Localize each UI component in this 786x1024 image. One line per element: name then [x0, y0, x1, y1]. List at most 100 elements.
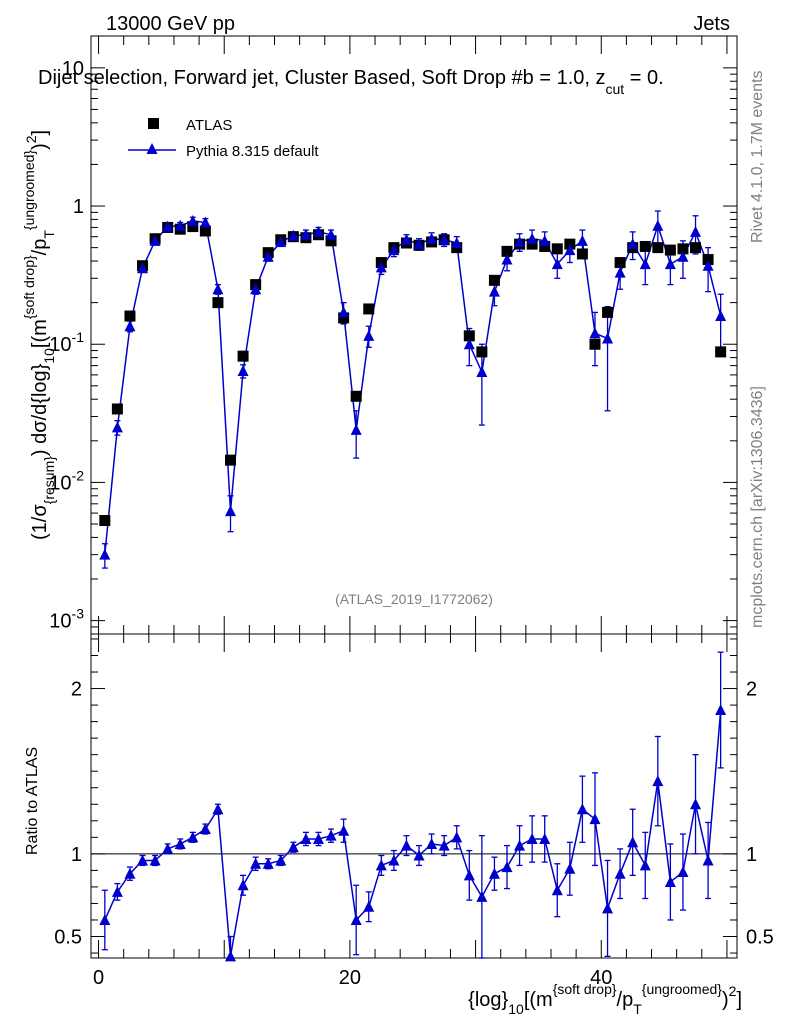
ratio-point	[438, 839, 450, 851]
pythia-error-bars	[101, 210, 724, 569]
ratio-point	[413, 849, 425, 861]
ratio-point	[375, 859, 387, 871]
ratio-point	[124, 867, 136, 879]
pythia-point	[300, 228, 312, 240]
atlas-point	[463, 330, 475, 342]
ylabel-g: /p	[29, 239, 51, 256]
atlas-point	[99, 515, 111, 527]
ratio-point	[501, 861, 513, 873]
ratio-point	[639, 859, 651, 871]
main-y-ticks: 10-3 10-2 10-1 1 10	[49, 58, 737, 635]
ylabel-f: {soft drop}	[21, 255, 37, 319]
ratio-point	[677, 866, 689, 878]
pythia-point	[187, 214, 199, 226]
pythia-point	[526, 232, 538, 244]
xlabel-i: 2	[729, 983, 737, 999]
ylabel-i: {ungroomed}	[21, 150, 37, 231]
ratio-point	[526, 832, 538, 844]
pythia-point	[388, 244, 400, 256]
ratio-point	[463, 869, 475, 881]
ratio-point	[312, 832, 324, 844]
ylabel-e: [(m	[29, 319, 51, 348]
ratio-y-tick-label: 2	[71, 679, 82, 701]
ratio-point	[111, 885, 123, 897]
pythia-point	[237, 365, 249, 377]
atlas-point	[237, 350, 249, 362]
atlas-point	[111, 403, 123, 415]
atlas-point	[602, 306, 614, 318]
xlabel-f: T	[633, 1001, 642, 1017]
ratio-y-tick-label-right: 2	[746, 679, 757, 701]
atlas-point	[363, 303, 375, 315]
ratio-point	[275, 854, 287, 866]
pythia-point	[162, 220, 174, 232]
ylabel-d: 10	[41, 348, 57, 364]
pythia-point	[363, 329, 375, 341]
atlas-markers	[99, 221, 727, 527]
pythia-point	[275, 235, 287, 247]
atlas-point	[639, 240, 651, 252]
title-sub: cut	[606, 81, 625, 97]
pythia-point	[639, 258, 651, 270]
ratio-point	[426, 837, 438, 849]
ratio-point	[225, 950, 237, 962]
pythia-point	[702, 259, 714, 271]
legend-atlas-label: ATLAS	[186, 117, 232, 134]
ratio-point	[174, 837, 186, 849]
pythia-point	[375, 261, 387, 273]
xlabel-a: {log}	[468, 989, 508, 1011]
analysis-id: (ATLAS_2019_I1772062)	[335, 591, 493, 607]
atlas-point	[488, 274, 500, 286]
atlas-point	[199, 225, 211, 237]
legend-pythia-marker	[146, 143, 158, 154]
pythia-point	[262, 250, 274, 262]
legend: ATLAS Pythia 8.315 default	[128, 117, 319, 160]
atlas-point	[677, 243, 689, 255]
ratio-point	[602, 902, 614, 914]
atlas-point	[526, 238, 538, 250]
ratio-y-ticks: 0.5 0.5 1 1 2 2	[54, 638, 774, 954]
ratio-point	[551, 884, 563, 896]
pythia-point	[715, 310, 727, 322]
pythia-point	[400, 233, 412, 245]
pythia-point	[451, 237, 463, 249]
mcplots-label: mcplots.cern.ch [arXiv:1306.3436]	[749, 386, 766, 628]
atlas-point	[702, 254, 714, 266]
ratio-point	[250, 857, 262, 869]
ratio-point	[488, 867, 500, 879]
pythia-point	[124, 320, 136, 332]
ratio-point	[162, 842, 174, 854]
ratio-point	[514, 839, 526, 851]
chart-title: Dijet selection, Forward jet, Cluster Ba…	[38, 67, 664, 97]
ratio-point	[262, 857, 274, 869]
ratio-point	[137, 854, 149, 866]
ratio-x-ticks: 0 20 40	[93, 634, 728, 989]
xlabel-d: {soft drop}	[553, 981, 617, 997]
atlas-point	[664, 244, 676, 256]
atlas-point	[350, 390, 362, 402]
atlas-point	[124, 310, 136, 322]
title-end: = 0.	[624, 67, 663, 89]
ratio-y-tick-label: 1	[71, 844, 82, 866]
ratio-point	[451, 831, 463, 843]
ylabel-c: ) dσ/d{log}	[29, 363, 51, 456]
pythia-point	[99, 548, 111, 560]
atlas-point	[212, 297, 224, 309]
ratio-point	[237, 879, 249, 891]
pythia-point	[564, 244, 576, 256]
ratio-point	[388, 854, 400, 866]
atlas-point	[715, 346, 727, 358]
ratio-point	[300, 832, 312, 844]
ratio-point	[664, 875, 676, 887]
atlas-point	[476, 346, 488, 358]
ratio-point	[287, 841, 299, 853]
ratio-point	[652, 775, 664, 787]
pythia-point	[514, 235, 526, 247]
ratio-point	[212, 803, 224, 815]
ratio-point	[589, 813, 601, 825]
ratio-y-tick-label-right: 1	[746, 844, 757, 866]
atlas-point	[501, 245, 513, 257]
atlas-point	[225, 454, 237, 466]
xlabel-g: {ungroomed}	[642, 981, 723, 997]
main-y-label: (1/σ{resum}) dσ/d{log}10[(m{soft drop}/p…	[21, 130, 57, 540]
